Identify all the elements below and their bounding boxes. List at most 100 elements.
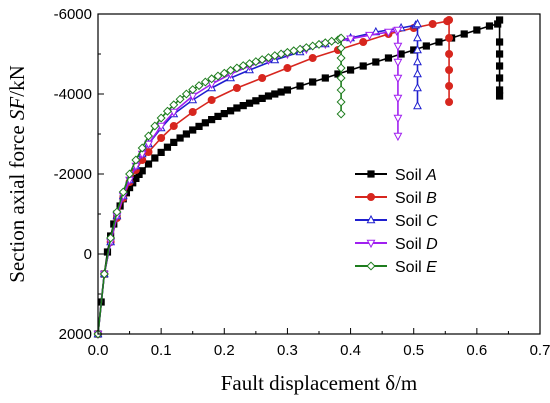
data-point-soil-a xyxy=(485,22,494,30)
data-point-soil-a xyxy=(435,38,443,46)
legend-label: Soil A xyxy=(395,167,437,184)
data-point-soil-d xyxy=(156,122,166,132)
data-point-soil-e xyxy=(144,131,154,141)
data-point-soil-a xyxy=(346,66,355,74)
data-point-soil-e xyxy=(213,71,223,81)
series-line-soil-a xyxy=(97,19,501,335)
y-axis-title: Section axial force SF/kN xyxy=(5,65,29,283)
x-tick-label: 0.2 xyxy=(214,342,235,359)
data-point-soil-e xyxy=(336,97,346,107)
y-axis-title-suffix: /kN xyxy=(5,65,29,97)
x-tick-label: 0.1 xyxy=(151,342,172,359)
data-point-soil-b xyxy=(283,64,292,73)
data-point-soil-e xyxy=(263,53,273,63)
data-point-soil-a xyxy=(495,16,504,24)
plot-frame xyxy=(97,13,541,335)
series-soil-c xyxy=(93,18,422,338)
data-point-soil-a xyxy=(245,99,254,107)
data-point-soil-a xyxy=(321,74,329,82)
data-point-soil-a xyxy=(176,134,184,142)
data-point-soil-b xyxy=(428,19,437,28)
data-point-soil-c xyxy=(413,32,422,42)
data-point-soil-e xyxy=(257,55,267,65)
data-point-soil-b xyxy=(445,50,454,59)
data-point-soil-e xyxy=(245,59,255,69)
legend-label: Soil E xyxy=(395,259,437,276)
data-point-soil-e xyxy=(106,233,116,243)
data-point-soil-c xyxy=(413,82,422,92)
legend-marker xyxy=(366,239,376,249)
legend-item-soil-e: Soil E xyxy=(355,259,437,276)
data-point-soil-a xyxy=(264,92,273,100)
legend-item-soil-d: Soil D xyxy=(355,236,438,253)
data-point-soil-d xyxy=(384,28,393,38)
y-axis-title-italic: SF xyxy=(5,97,29,121)
data-point-soil-e xyxy=(336,85,346,95)
data-point-soil-c xyxy=(413,18,422,28)
series-soil-d xyxy=(93,26,403,340)
data-point-soil-d xyxy=(393,26,403,36)
data-point-soil-b xyxy=(445,15,454,24)
data-point-soil-a xyxy=(151,154,159,162)
legend-marker xyxy=(366,214,376,224)
data-point-soil-d xyxy=(144,140,153,150)
y-tick-label: -6000 xyxy=(54,6,92,23)
y-tick-label: 2000 xyxy=(59,326,92,343)
legend-item-soil-a: Soil A xyxy=(355,167,437,184)
data-point-soil-a xyxy=(309,78,317,86)
data-point-soil-a xyxy=(495,92,504,100)
data-point-soil-e xyxy=(251,57,261,67)
legend-label: Soil D xyxy=(395,236,438,253)
data-point-soil-a xyxy=(258,94,266,102)
data-point-soil-e xyxy=(169,100,179,110)
data-point-soil-a xyxy=(170,138,178,146)
data-point-soil-d xyxy=(393,42,403,52)
data-point-soil-a xyxy=(157,148,165,156)
data-point-soil-e xyxy=(181,89,191,99)
legend-label: Soil C xyxy=(395,213,438,230)
data-point-soil-c xyxy=(413,56,422,66)
data-point-soil-d xyxy=(393,58,403,68)
y-axis-title-prefix: Section axial force xyxy=(5,120,29,283)
data-point-soil-a xyxy=(226,107,235,115)
data-point-soil-a xyxy=(189,126,197,134)
data-point-soil-b xyxy=(157,133,166,142)
data-point-soil-a xyxy=(220,110,228,118)
legend-marker xyxy=(366,192,375,201)
data-point-soil-e xyxy=(137,143,147,153)
data-point-soil-e xyxy=(112,207,122,217)
data-point-soil-b xyxy=(308,54,317,63)
data-point-soil-a xyxy=(397,50,405,58)
data-point-soil-e xyxy=(219,68,229,78)
data-point-soil-a xyxy=(296,82,304,90)
y-tick-label: 0 xyxy=(84,246,92,263)
data-point-soil-b xyxy=(169,122,178,131)
data-point-soil-d xyxy=(393,94,403,104)
series-line-soil-d xyxy=(97,29,399,335)
data-point-soil-e xyxy=(99,269,109,279)
data-point-soil-a xyxy=(201,119,209,127)
data-point-soil-a xyxy=(233,104,241,112)
data-point-soil-a xyxy=(239,102,247,110)
data-point-soil-a xyxy=(138,167,146,175)
legend-item-soil-b: Soil B xyxy=(355,190,437,207)
data-point-soil-a xyxy=(271,90,279,98)
data-point-soil-a xyxy=(372,58,380,66)
data-point-soil-d xyxy=(393,114,403,124)
data-point-soil-c xyxy=(413,100,422,110)
y-tick-label: -4000 xyxy=(54,86,92,103)
data-point-soil-b xyxy=(445,98,454,107)
data-point-soil-a xyxy=(495,74,504,82)
data-point-soil-e xyxy=(336,43,346,53)
data-point-soil-d xyxy=(365,31,374,41)
data-point-soil-e xyxy=(118,187,128,197)
data-point-soil-e xyxy=(336,33,346,43)
data-point-soil-b xyxy=(232,84,241,93)
data-point-soil-a xyxy=(495,50,504,58)
series-layer xyxy=(93,15,504,340)
x-tick-label: 0.6 xyxy=(466,342,487,359)
data-point-soil-a xyxy=(163,143,172,151)
data-point-soil-e xyxy=(207,74,217,84)
data-point-soil-e xyxy=(336,53,346,63)
data-point-soil-e xyxy=(336,63,346,73)
